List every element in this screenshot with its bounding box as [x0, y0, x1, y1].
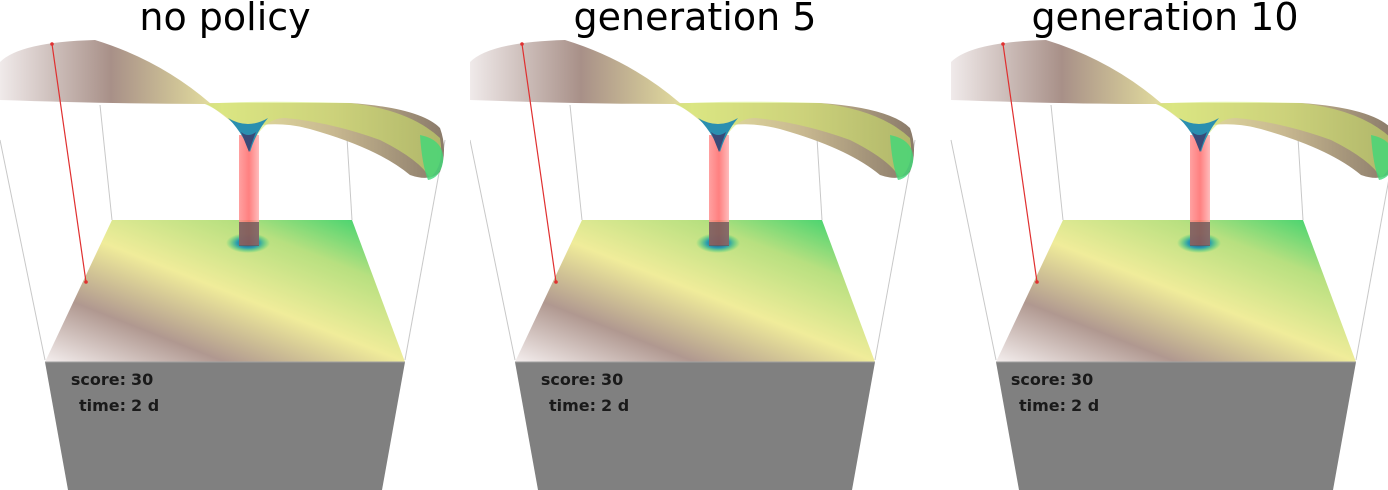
- surface-scene: [950, 40, 1388, 490]
- frame-line: [874, 139, 916, 361]
- upper-sheet-edge-green: [1371, 135, 1388, 180]
- floor-surface: [996, 220, 1356, 362]
- score-row: score: 30: [538, 367, 629, 393]
- frame-line: [99, 104, 113, 221]
- time-value: 2 d: [1071, 396, 1100, 415]
- marker-dot-bottom: [554, 280, 558, 284]
- time-value: 2 d: [601, 396, 630, 415]
- hud-overlay: score: 30 time: 2 d: [68, 367, 159, 419]
- panel-generation-10: generation 10 score: 30 time: 2 d: [940, 0, 1388, 490]
- hud-overlay: score: 30 time: 2 d: [538, 367, 629, 419]
- pole-base: [1190, 222, 1210, 246]
- marker-line: [1002, 43, 1038, 283]
- frame-line: [569, 104, 583, 221]
- surface-scene: [0, 40, 446, 490]
- score-value: 30: [1071, 370, 1094, 389]
- marker-line: [51, 43, 87, 283]
- pole-base: [239, 222, 259, 246]
- panel-title: generation 10: [1031, 0, 1299, 39]
- time-row: time: 2 d: [1008, 393, 1099, 419]
- panel-title: generation 5: [573, 0, 817, 39]
- time-label: time:: [78, 396, 126, 415]
- marker-dot-top: [1001, 42, 1005, 46]
- marker-dot-top: [520, 42, 524, 46]
- floor-surface: [515, 220, 875, 362]
- score-value: 30: [131, 370, 154, 389]
- red-pole: [239, 135, 259, 245]
- score-value: 30: [601, 370, 624, 389]
- score-label: score:: [1010, 370, 1066, 389]
- funnel-core: [1192, 132, 1207, 152]
- frame-line: [1355, 181, 1388, 361]
- score-row: score: 30: [1008, 367, 1099, 393]
- base-block: [996, 362, 1356, 490]
- score-label: score:: [540, 370, 596, 389]
- frame-line: [950, 139, 997, 361]
- time-label: time:: [548, 396, 596, 415]
- upper-sheet-edge-green: [420, 135, 444, 180]
- score-row: score: 30: [68, 367, 159, 393]
- frame-line: [1050, 104, 1064, 221]
- marker-line: [521, 43, 557, 283]
- score-label: score:: [70, 370, 126, 389]
- frame-line: [470, 139, 516, 361]
- red-pole: [709, 135, 729, 245]
- time-row: time: 2 d: [68, 393, 159, 419]
- panel-no-policy: no policy score: 30 time: 2 d: [0, 0, 470, 490]
- funnel-core: [241, 132, 256, 152]
- base-block: [515, 362, 875, 490]
- time-label: time:: [1018, 396, 1066, 415]
- pole-base: [709, 222, 729, 246]
- marker-dot-top: [50, 42, 54, 46]
- hud-overlay: score: 30 time: 2 d: [1008, 367, 1099, 419]
- marker-dot-bottom: [1035, 280, 1039, 284]
- marker-dot-bottom: [84, 280, 88, 284]
- frame-line: [0, 139, 46, 361]
- surface-scene: [470, 40, 916, 490]
- time-row: time: 2 d: [538, 393, 629, 419]
- time-value: 2 d: [131, 396, 160, 415]
- frame-line: [404, 139, 446, 361]
- floor-surface: [45, 220, 405, 362]
- panel-generation-5: generation 5 score: 30 time: 2 d: [470, 0, 940, 490]
- panel-title: no policy: [139, 0, 311, 39]
- base-block: [45, 362, 405, 490]
- upper-sheet-edge-green: [890, 135, 914, 180]
- red-pole: [1190, 135, 1210, 245]
- funnel-core: [711, 132, 726, 152]
